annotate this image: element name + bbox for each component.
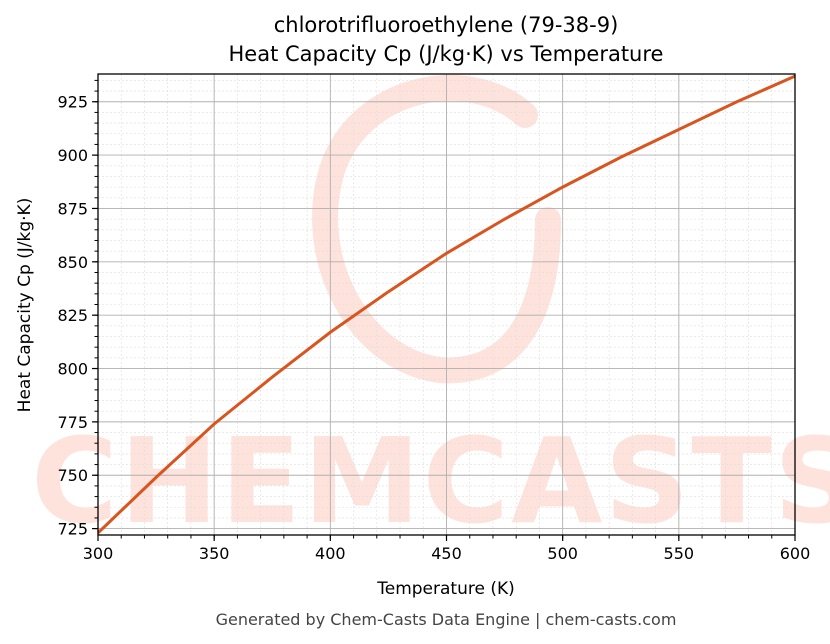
x-axis-label: Temperature (K) [376, 579, 515, 599]
x-tick-label: 450 [431, 544, 462, 563]
y-axis-ticks: 725 750 775 800 825 850 875 900 925 [57, 79, 98, 539]
y-tick-label: 875 [57, 199, 88, 218]
footer-credit: Generated by Chem-Casts Data Engine | ch… [216, 610, 677, 629]
watermark-text: CHEMCASTS [31, 412, 830, 550]
chart-title-line2: Heat Capacity Cp (J/kg·K) vs Temperature [229, 42, 664, 66]
x-tick-label: 300 [83, 544, 114, 563]
x-tick-label: 350 [199, 544, 230, 563]
x-axis-ticks: 300 350 400 450 500 550 600 [83, 535, 811, 563]
y-axis-label: Heat Capacity Cp (J/kg·K) [15, 198, 35, 413]
chart-title-line1: chlorotrifluoroethylene (79-38-9) [274, 13, 619, 37]
y-tick-label: 825 [57, 306, 88, 325]
cp-curve [96, 74, 796, 534]
y-tick-label: 800 [57, 360, 88, 379]
y-tick-label: 750 [57, 466, 88, 485]
y-tick-label: 725 [57, 520, 88, 539]
x-tick-label: 550 [664, 544, 695, 563]
watermark-logo-arc [312, 75, 561, 384]
y-tick-label: 900 [57, 146, 88, 165]
watermark: CHEMCASTS [31, 75, 830, 550]
x-tick-label: 500 [547, 544, 578, 563]
y-tick-label: 850 [57, 253, 88, 272]
x-tick-label: 400 [315, 544, 346, 563]
y-tick-label: 925 [57, 93, 88, 112]
x-tick-label: 600 [780, 544, 811, 563]
y-tick-label: 775 [57, 413, 88, 432]
